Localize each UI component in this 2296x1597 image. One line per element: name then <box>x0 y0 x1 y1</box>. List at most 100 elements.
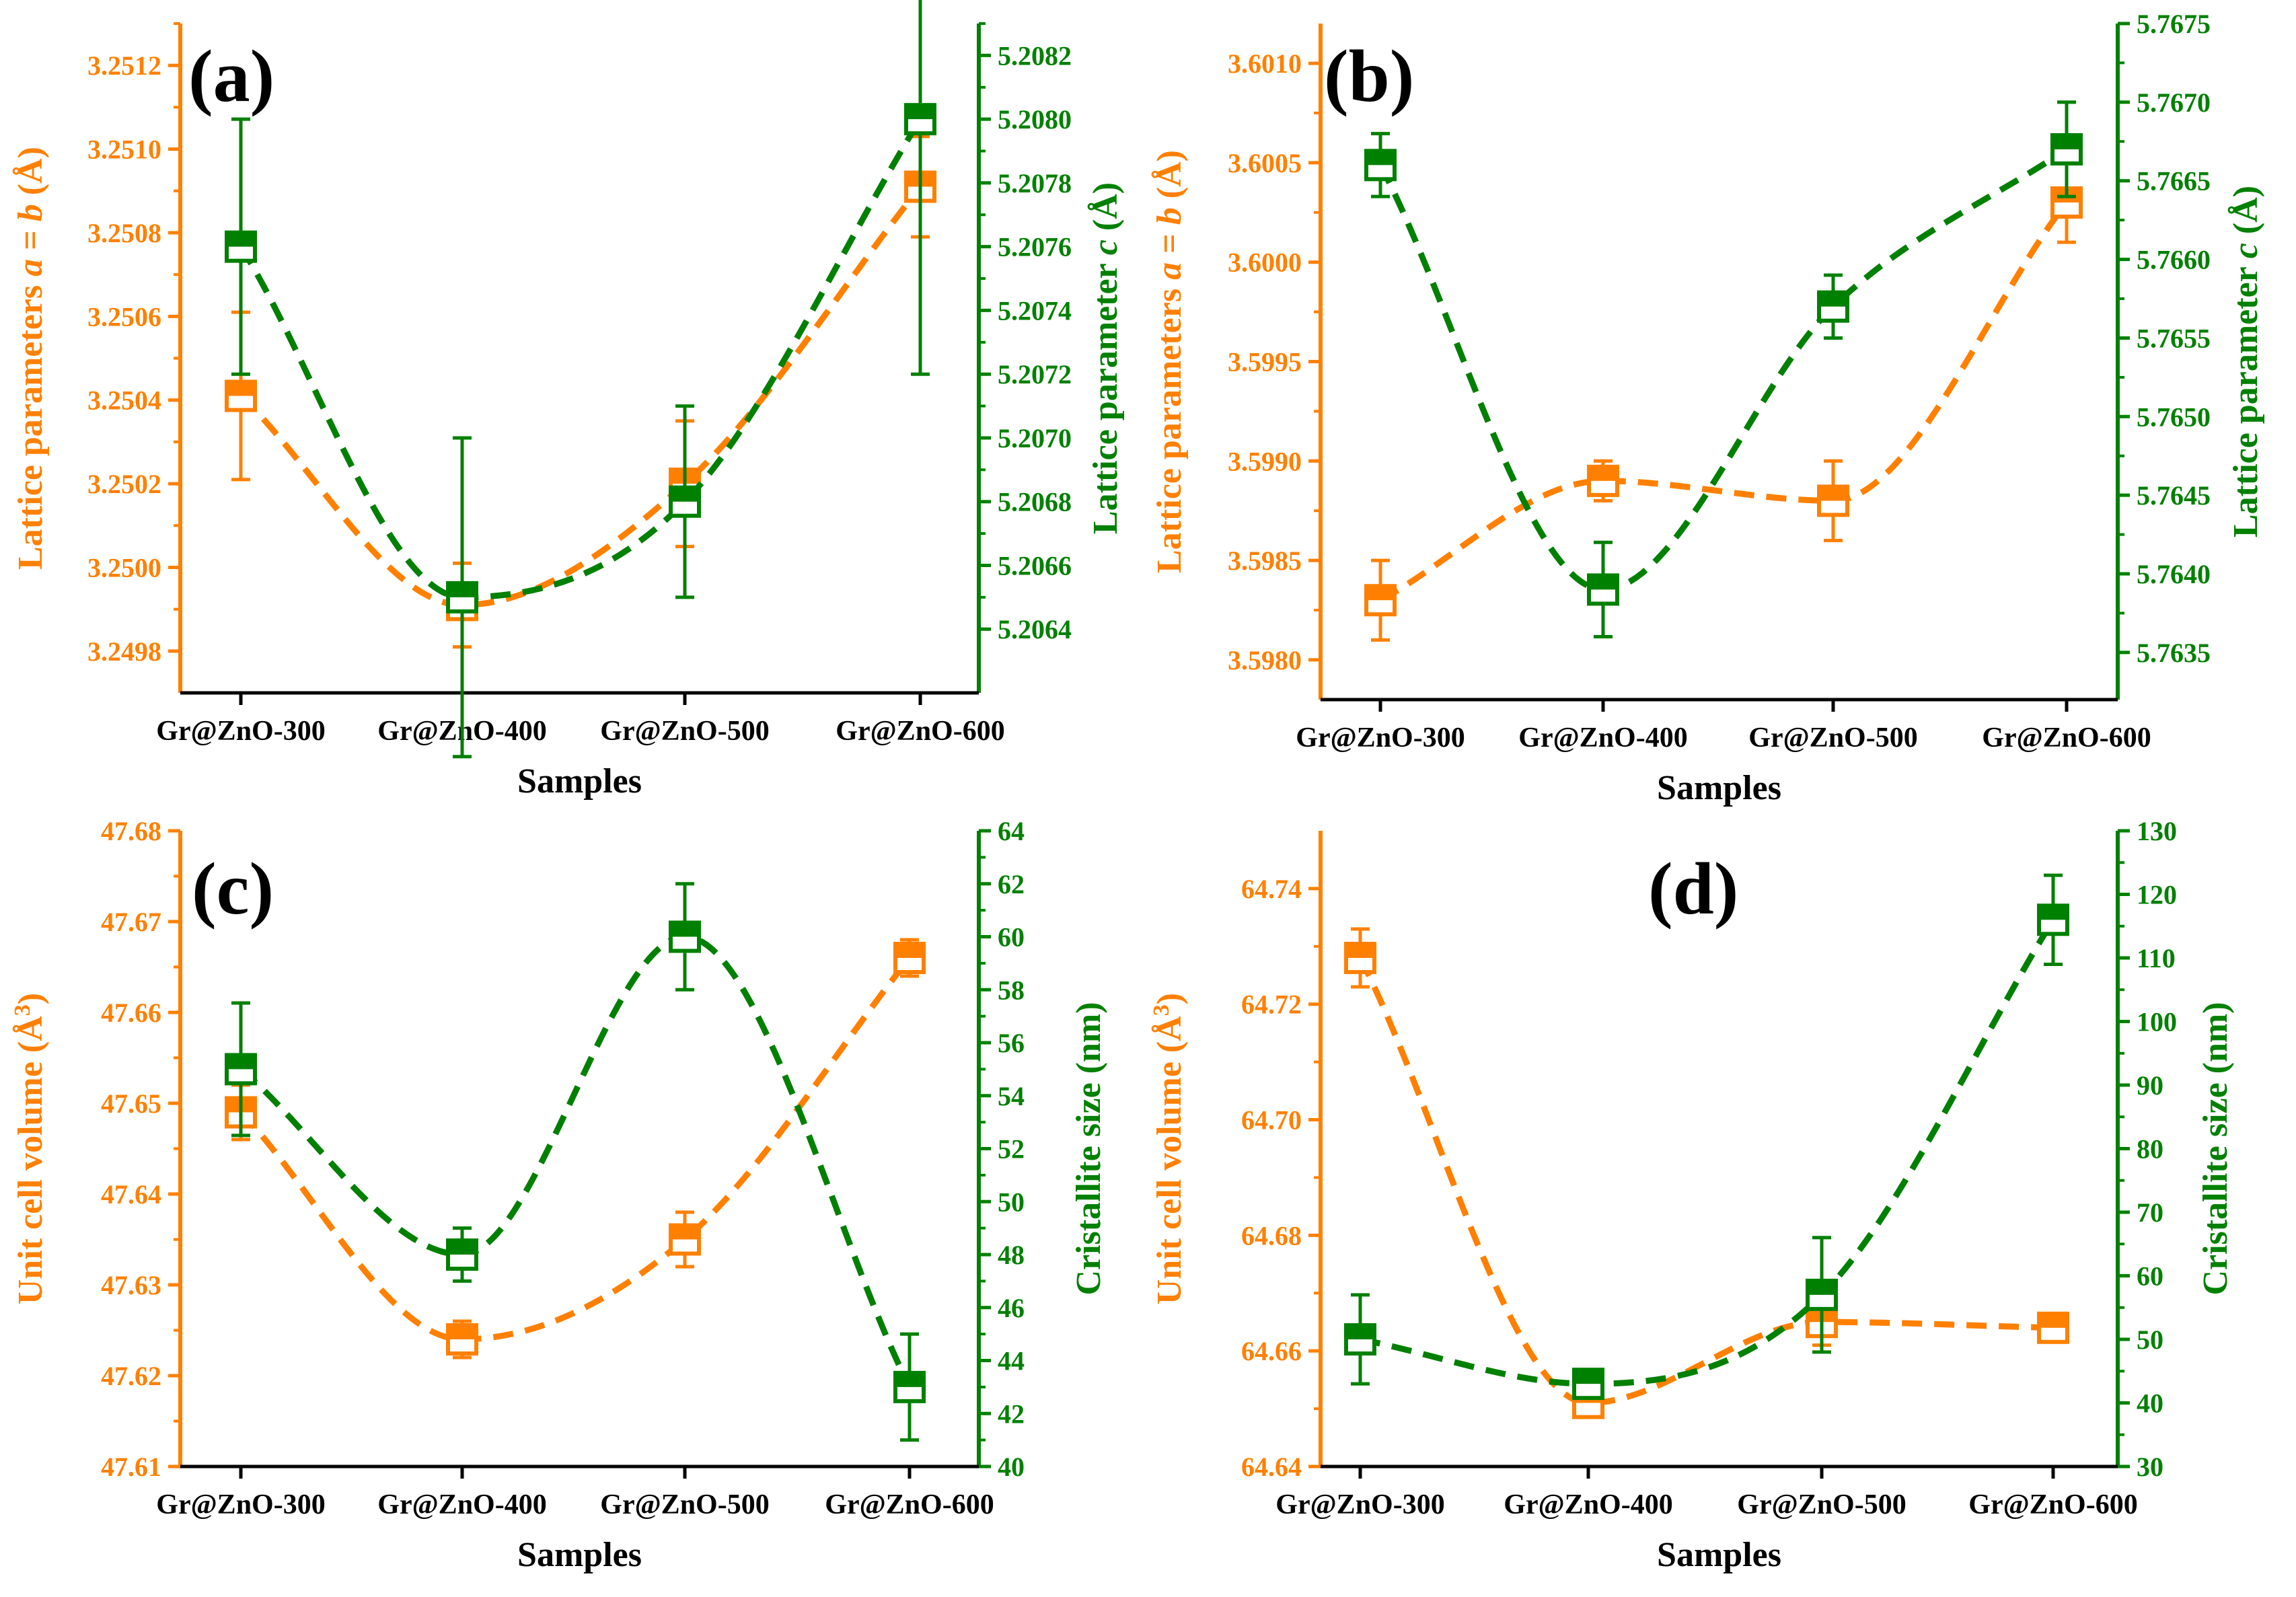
series-line-right <box>1360 918 2056 1387</box>
left-y-tick-label: 64.66 <box>1241 1336 1302 1366</box>
data-point-fill-right <box>2039 905 2067 920</box>
left-y-tick-label: 3.5980 <box>1228 645 1302 675</box>
chart-panel-3: 47.61 47.62 47.63 47.64 47.65 47.66 47.67 47.68… <box>10 816 1109 1574</box>
right-y-tick-label: 5.2080 <box>998 104 1072 135</box>
left-y-tick-label: 47.63 <box>101 1270 161 1300</box>
right-y-tick-label: 30 <box>2137 1452 2163 1482</box>
right-y-tick-label: 64 <box>998 816 1025 846</box>
x-tick-label: Gr@ZnO-300 <box>156 716 325 747</box>
data-point-fill-right <box>2052 135 2081 149</box>
right-y-tick-label: 56 <box>998 1028 1025 1058</box>
left-y-axis-title: Lattice parameters a = b (Å) <box>1150 150 1189 573</box>
right-y-tick-label: 90 <box>2137 1070 2163 1101</box>
data-point-fill-left <box>2039 1313 2067 1328</box>
right-y-tick-label: 60 <box>998 922 1025 953</box>
data-point-fill-right <box>906 105 934 120</box>
right-y-tick-label: 50 <box>998 1187 1025 1217</box>
chart-panel-1: 3.2498 3.2500 3.2502 3.2504 3.2506 3.2508 3.25… <box>11 0 1125 801</box>
left-y-tick-label: 47.67 <box>101 907 161 937</box>
data-point-fill-right <box>448 583 476 597</box>
right-y-tick-label: 130 <box>2137 816 2177 846</box>
left-y-axis-title-part: Unit cell volume (Å <box>11 1016 50 1304</box>
left-y-axis-title: Unit cell volume (Å3) <box>10 993 50 1304</box>
data-point-fill-right <box>671 922 699 937</box>
series-line-right <box>238 117 923 601</box>
right-y-tick-label: 5.2072 <box>998 359 1072 389</box>
panel-label: (c) <box>192 848 274 930</box>
left-y-tick-label: 3.5995 <box>1228 347 1302 377</box>
left-y-tick-label: 47.61 <box>101 1452 161 1482</box>
left-y-axis-title-part: Unit cell volume (Å <box>1150 1016 1189 1304</box>
right-y-tick-label: 5.7635 <box>2137 638 2211 668</box>
left-y-tick-label: 3.2498 <box>87 636 161 667</box>
left-y-tick-label: 64.64 <box>1241 1452 1302 1482</box>
left-y-tick-label: 3.2508 <box>87 218 161 248</box>
left-y-axis-title-part: b <box>1150 207 1189 225</box>
data-point-fill-left <box>448 1325 476 1339</box>
left-y-axis-title: Lattice parameters a = b (Å) <box>11 147 50 570</box>
right-y-tick-label: 5.7670 <box>2137 87 2211 118</box>
right-y-tick-label: 50 <box>2137 1325 2163 1355</box>
left-y-axis-title-part: (Å) <box>11 147 50 204</box>
right-y-tick-label: 5.2068 <box>998 487 1072 517</box>
right-y-tick-label: 46 <box>998 1293 1025 1323</box>
left-y-axis-title-part: 3 <box>10 1004 35 1016</box>
right-y-tick-label: 60 <box>2137 1261 2163 1292</box>
data-point-fill-right <box>1366 151 1395 165</box>
right-y-tick-label: 40 <box>998 1452 1025 1482</box>
panel-label: (b) <box>1324 35 1414 117</box>
x-axis-title: Samples <box>517 1536 642 1574</box>
left-y-axis-title-part: Lattice parameters <box>1150 280 1189 573</box>
right-y-tick-label: 120 <box>2137 880 2177 910</box>
left-y-tick-label: 3.5985 <box>1228 546 1302 576</box>
right-y-tick-label: 70 <box>2137 1197 2163 1228</box>
right-y-axis-title: Cristallite size (nm) <box>1070 1002 1108 1295</box>
data-point-fill-right <box>1346 1325 1374 1339</box>
left-y-tick-label: 64.72 <box>1241 990 1302 1020</box>
right-y-tick-label: 80 <box>2137 1134 2163 1164</box>
data-point-fill-right <box>895 1372 924 1387</box>
left-y-tick-label: 47.66 <box>101 998 161 1028</box>
left-y-axis-title-part: 3 <box>1149 1004 1174 1016</box>
right-y-tick-label: 5.7675 <box>2137 9 2211 39</box>
x-axis-title: Samples <box>1657 769 1781 807</box>
right-y-tick-label: 5.2078 <box>998 168 1072 198</box>
x-tick-label: Gr@ZnO-300 <box>156 1489 325 1520</box>
right-y-tick-label: 5.2076 <box>998 232 1072 262</box>
right-y-axis-title-part: c <box>1086 239 1125 255</box>
panel-label: (a) <box>188 35 274 117</box>
right-y-tick-label: 5.7665 <box>2137 166 2211 196</box>
series-line-left <box>1378 200 2069 603</box>
right-y-tick-label: 52 <box>998 1134 1025 1164</box>
right-y-tick-label: 54 <box>998 1081 1025 1111</box>
right-y-axis-title: Lattice parameter c (Å) <box>1086 182 1125 534</box>
data-point-fill-right <box>448 1240 476 1255</box>
series-line-right <box>1378 147 2069 593</box>
right-y-tick-label: 5.7640 <box>2137 559 2211 589</box>
left-y-tick-label: 64.68 <box>1241 1220 1302 1251</box>
left-y-tick-label: 3.2510 <box>87 135 161 165</box>
left-y-tick-label: 64.74 <box>1241 874 1302 904</box>
left-y-tick-label: 3.2506 <box>87 301 161 332</box>
data-point-fill-left <box>1366 586 1395 601</box>
right-y-tick-label: 5.2074 <box>998 295 1072 326</box>
data-point-fill-right <box>1819 292 1847 307</box>
right-y-tick-label: 5.2066 <box>998 550 1072 581</box>
right-y-tick-label: 100 <box>2137 1007 2177 1037</box>
left-y-axis-title-part: Lattice parameters <box>11 276 50 570</box>
left-y-tick-label: 47.62 <box>101 1361 161 1391</box>
left-y-tick-label: 3.2512 <box>87 50 161 81</box>
x-tick-label: Gr@ZnO-400 <box>1504 1489 1672 1520</box>
left-y-axis-title-part: b <box>11 204 50 221</box>
data-point-fill-left <box>1589 466 1617 481</box>
data-point-fill-left <box>671 1225 699 1240</box>
left-y-tick-label: 3.5990 <box>1228 446 1302 476</box>
left-y-tick-label: 47.65 <box>101 1088 161 1119</box>
left-y-axis-title-part: ) <box>11 993 50 1004</box>
data-point-fill-left <box>1819 486 1847 501</box>
right-y-tick-label: 40 <box>2137 1388 2163 1419</box>
data-point-fill-right <box>227 1055 255 1070</box>
right-y-tick-label: 42 <box>998 1399 1025 1429</box>
left-y-tick-label: 3.2502 <box>87 469 161 499</box>
